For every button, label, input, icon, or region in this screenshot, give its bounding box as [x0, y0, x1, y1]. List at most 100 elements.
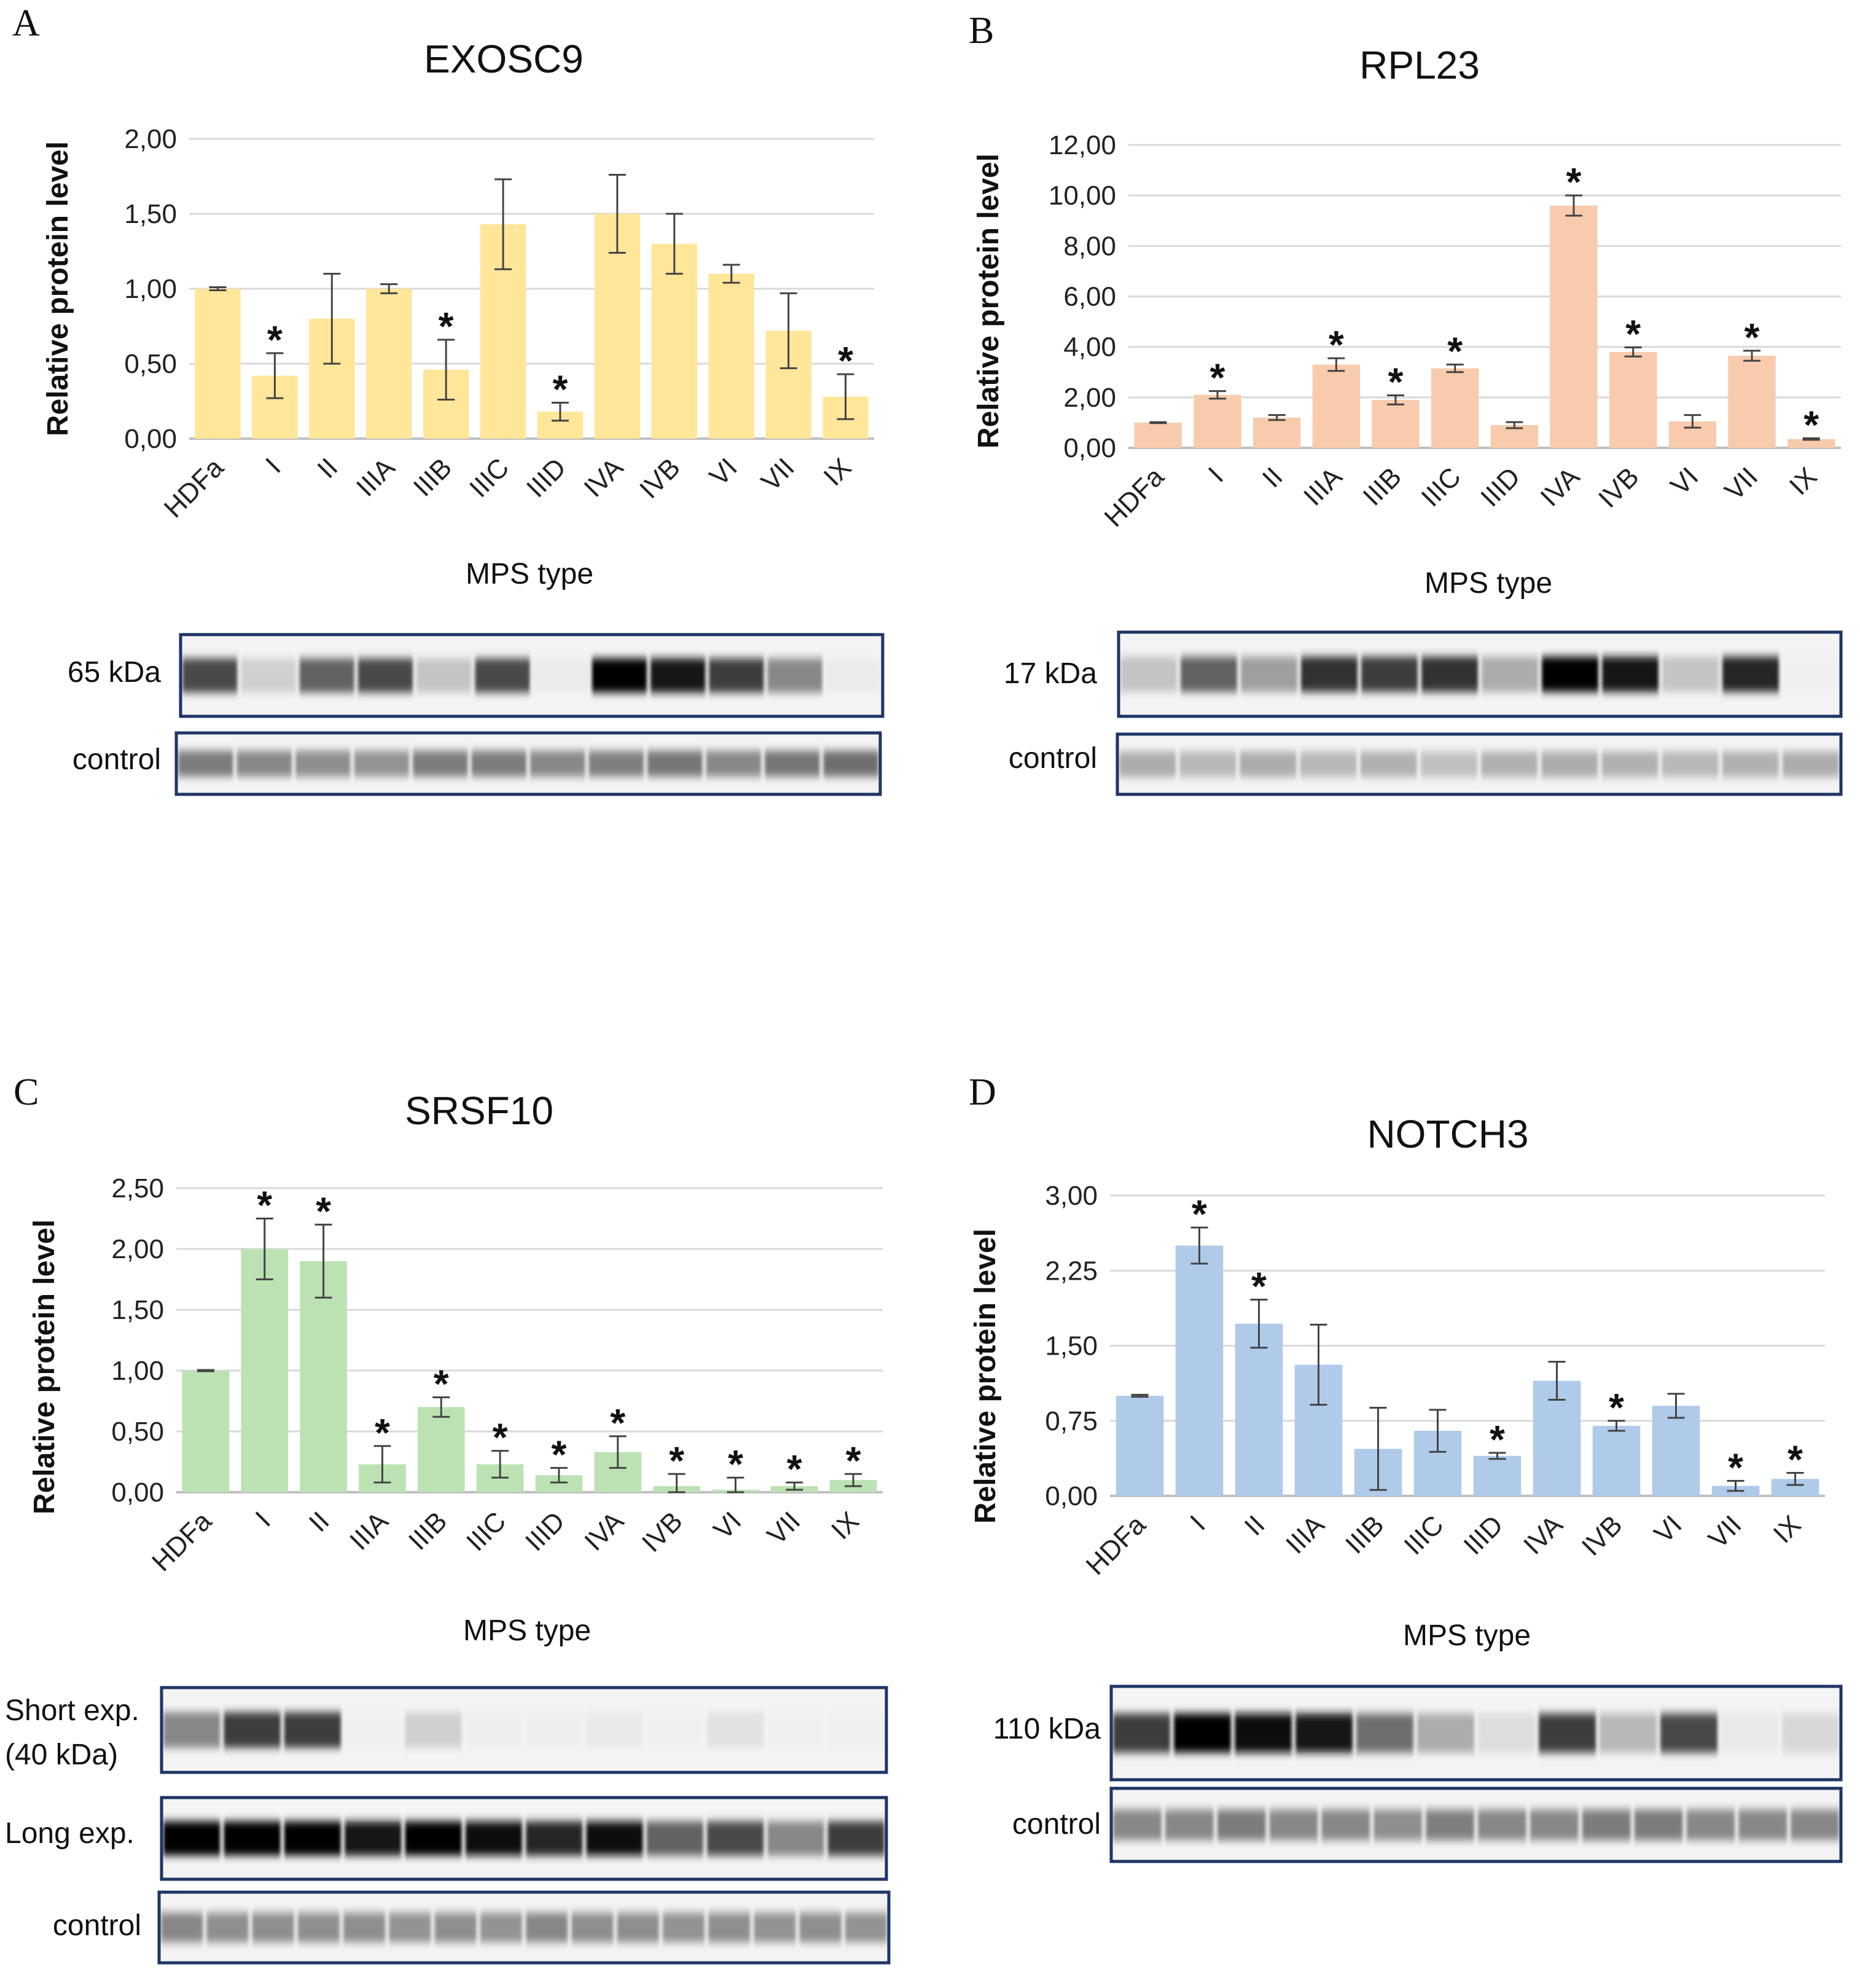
- blot-band: [1542, 656, 1598, 692]
- significance-star: *: [1447, 329, 1463, 373]
- x-tick-label: IIIB: [1358, 461, 1407, 511]
- y-tick-label: 2,00: [111, 1234, 164, 1264]
- y-axis-label: Relative protein level: [969, 1229, 1002, 1524]
- significance-star: *: [846, 1438, 861, 1482]
- y-tick-label: 2,50: [111, 1173, 164, 1203]
- blot-band: [1361, 656, 1418, 692]
- blot-band: [662, 1912, 705, 1943]
- blot-background: [181, 635, 883, 716]
- blot-band: [1269, 1809, 1318, 1841]
- blot-band: [358, 658, 413, 693]
- y-tick-label: 8,00: [1063, 231, 1116, 261]
- blot-background: [162, 1688, 886, 1772]
- blot-band: [647, 751, 703, 777]
- bar: [300, 1261, 347, 1492]
- blot-band: [1300, 751, 1357, 777]
- blot-band: [617, 1912, 659, 1943]
- blot-band: [1582, 1809, 1631, 1841]
- x-tick-label: II: [311, 452, 343, 484]
- blot-band: [1721, 1713, 1778, 1753]
- significance-star: *: [1329, 323, 1344, 367]
- blot-frame: [1117, 630, 1843, 718]
- western-blot: [160, 1686, 888, 1774]
- blot-band: [1217, 1809, 1266, 1841]
- blot-band: [1295, 1713, 1353, 1753]
- bar: [1312, 364, 1360, 448]
- blot-band: [1356, 1713, 1413, 1753]
- x-tick-label: II: [1257, 461, 1289, 493]
- y-tick-label: 1,50: [111, 1295, 164, 1325]
- significance-star: *: [1745, 315, 1760, 359]
- blot-band: [224, 1712, 281, 1748]
- blot-band: [1660, 1713, 1717, 1753]
- blot-label: 17 kDa: [1004, 657, 1097, 690]
- blot-background: [1117, 734, 1841, 794]
- blot-band: [405, 1712, 462, 1748]
- y-tick-label: 1,50: [124, 199, 177, 229]
- blot-band: [1426, 1809, 1474, 1841]
- blot-frame: [1116, 732, 1843, 796]
- blot-label: control: [53, 1909, 141, 1942]
- x-tick-label: IX: [826, 1506, 865, 1545]
- significance-star: *: [1788, 1438, 1803, 1482]
- x-tick-label: VII: [1703, 1509, 1748, 1554]
- x-axis-label: MPS type: [463, 1614, 591, 1647]
- blot-band: [1530, 1809, 1579, 1841]
- blot-band: [163, 1821, 221, 1856]
- blot-band: [709, 658, 764, 693]
- blot-band: [1791, 1809, 1839, 1841]
- significance-star: *: [257, 1183, 272, 1227]
- bar: [1652, 1406, 1700, 1496]
- x-tick-label: HDFa: [1099, 461, 1170, 533]
- blot-band: [1174, 1713, 1231, 1753]
- x-tick-label: IIIC: [464, 452, 515, 503]
- blot-band: [646, 1821, 703, 1856]
- x-tick-label: I: [1203, 461, 1229, 488]
- significance-star: *: [1251, 1264, 1267, 1309]
- significance-star: *: [669, 1438, 684, 1482]
- x-tick-label: I: [260, 452, 286, 479]
- significance-star: *: [728, 1442, 743, 1486]
- blot-label: control: [1009, 742, 1097, 775]
- blot-band: [252, 1912, 294, 1943]
- x-tick-label: VI: [1665, 461, 1704, 501]
- blot-band: [465, 1712, 522, 1748]
- x-tick-label: IIIB: [1340, 1509, 1389, 1559]
- bar: [1609, 351, 1657, 448]
- y-tick-label: 6,00: [1063, 282, 1116, 312]
- blot-label: 110 kDa: [993, 1713, 1101, 1745]
- blot-band: [1374, 1809, 1423, 1841]
- x-tick-label: I: [1184, 1509, 1211, 1536]
- significance-star: *: [493, 1415, 508, 1460]
- blot-band: [1417, 1713, 1474, 1753]
- blot-band: [767, 1712, 824, 1748]
- blot-band: [1482, 656, 1538, 692]
- y-tick-label: 0,00: [1063, 433, 1116, 463]
- blot-band: [1662, 751, 1719, 777]
- blot-band: [571, 1912, 614, 1943]
- significance-star: *: [1625, 311, 1641, 356]
- bar: [1788, 439, 1835, 448]
- blot-band: [1481, 751, 1538, 777]
- y-tick-label: 0,50: [111, 1417, 164, 1447]
- y-tick-label: 1,00: [124, 274, 177, 304]
- bar: [1116, 1396, 1164, 1496]
- chart-title: RPL23: [1359, 43, 1480, 87]
- x-tick-label: IIID: [521, 452, 572, 503]
- blot-band: [1119, 751, 1176, 777]
- bar: [1550, 205, 1598, 448]
- blot-band: [1541, 751, 1598, 777]
- x-tick-label: IIID: [1475, 461, 1526, 512]
- blot-band: [1113, 1713, 1170, 1753]
- blot-band: [533, 658, 588, 693]
- blot-band: [586, 1712, 643, 1748]
- blot-band: [1601, 751, 1659, 777]
- blot-background: [176, 733, 880, 794]
- x-tick-label: VI: [708, 1506, 747, 1545]
- y-tick-label: 10,00: [1049, 181, 1116, 211]
- blot-band: [823, 751, 878, 777]
- significance-star: *: [1609, 1385, 1624, 1430]
- blot-band: [343, 1912, 386, 1943]
- x-tick-label: HDFa: [1080, 1509, 1152, 1581]
